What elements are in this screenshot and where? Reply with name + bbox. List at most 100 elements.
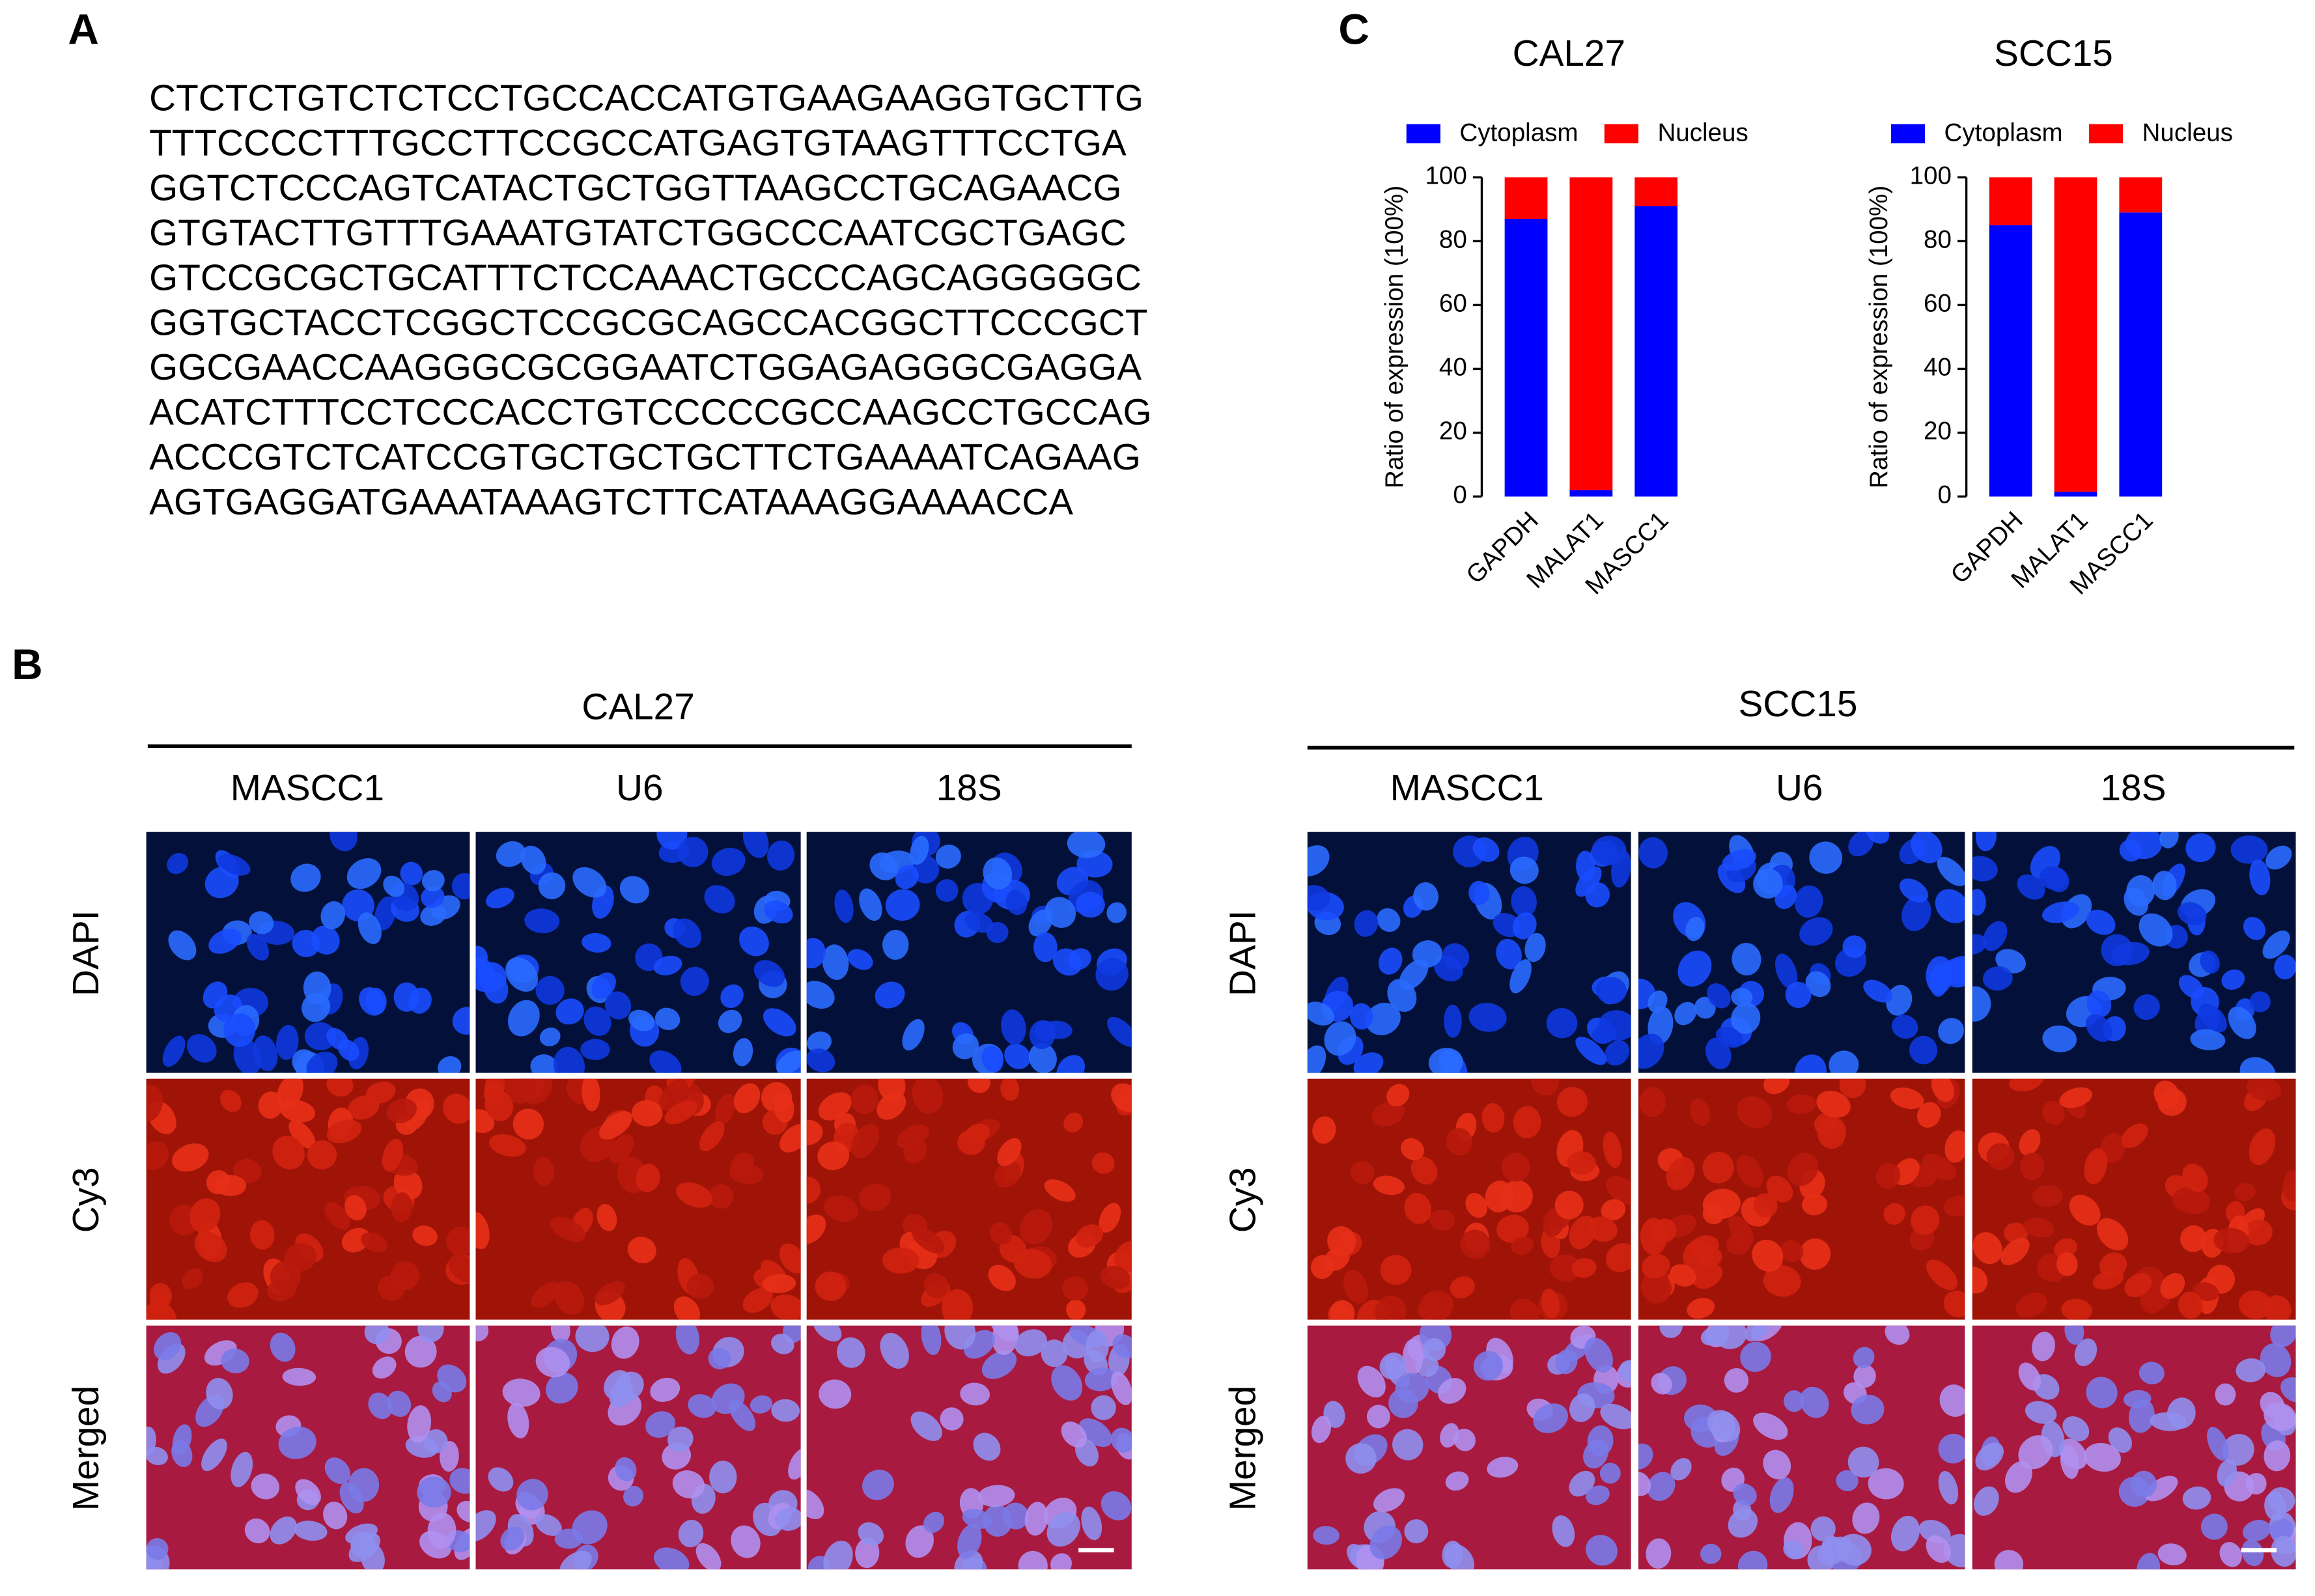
cell bbox=[1646, 1538, 1672, 1569]
cell bbox=[2239, 1057, 2276, 1073]
sequence-line: ACCCGTCTCATCCGTGCTGCTGCTTCTGAAAATCAGAAG bbox=[149, 437, 1141, 478]
group-title: SCC15 bbox=[1739, 684, 1858, 725]
cell bbox=[2200, 950, 2220, 974]
cell bbox=[2160, 1273, 2185, 1299]
cell bbox=[2128, 1399, 2155, 1433]
cell bbox=[1056, 1055, 1086, 1073]
cell bbox=[1596, 977, 1627, 1004]
cell bbox=[451, 873, 470, 900]
cell bbox=[2221, 969, 2245, 990]
sequence-line: ACATCTTTCCTCCCACCTGTCCCCCGCCAAGCCTGCCAG bbox=[149, 392, 1151, 433]
cell bbox=[324, 1201, 350, 1230]
cell bbox=[645, 1411, 676, 1438]
sequence-line: GTCCGCGCTGCATTTCTCCAAACTGCCCAGCAGGGGGC bbox=[149, 257, 1142, 298]
cell bbox=[1575, 1037, 1606, 1065]
cell bbox=[1468, 880, 1490, 905]
cell bbox=[1422, 1337, 1446, 1362]
cell bbox=[249, 911, 274, 934]
cell bbox=[1353, 1052, 1384, 1073]
cell bbox=[729, 1400, 756, 1431]
cell bbox=[1769, 1477, 1794, 1513]
cell bbox=[1586, 1216, 1618, 1242]
cell bbox=[150, 1294, 169, 1317]
cell bbox=[1552, 1515, 1575, 1547]
cell bbox=[1041, 1339, 1068, 1367]
cell bbox=[390, 1261, 419, 1291]
cell bbox=[1783, 1540, 1804, 1560]
cell bbox=[1972, 986, 1991, 1022]
cell bbox=[1975, 1442, 2004, 1471]
cell bbox=[438, 1056, 462, 1073]
cell bbox=[1651, 1218, 1677, 1243]
cell bbox=[1575, 866, 1602, 897]
y-tick-label: 80 bbox=[1439, 226, 1467, 254]
cell bbox=[2242, 1520, 2271, 1542]
cell bbox=[1659, 1325, 1683, 1338]
cell bbox=[1643, 1274, 1672, 1304]
cell bbox=[1307, 845, 1330, 876]
cell bbox=[2249, 1128, 2276, 1166]
cell bbox=[1982, 966, 2013, 991]
cell bbox=[2154, 1080, 2180, 1109]
cell bbox=[1705, 1037, 1732, 1069]
cell bbox=[733, 1083, 761, 1113]
cell bbox=[1312, 1116, 1336, 1144]
cell bbox=[1366, 1405, 1390, 1429]
cell bbox=[2032, 1332, 2055, 1362]
cell bbox=[421, 886, 445, 908]
cell bbox=[288, 1120, 316, 1149]
cell bbox=[2009, 1078, 2044, 1092]
cell bbox=[404, 1336, 437, 1368]
cell bbox=[344, 1195, 367, 1221]
cell bbox=[2222, 1434, 2254, 1466]
cell bbox=[217, 854, 251, 876]
cell bbox=[960, 1382, 990, 1406]
cell bbox=[507, 1000, 540, 1037]
cell bbox=[326, 1078, 354, 1097]
cell bbox=[1075, 1224, 1104, 1248]
cell bbox=[233, 1038, 262, 1073]
cell bbox=[1794, 1054, 1827, 1073]
cell bbox=[847, 949, 873, 970]
cell bbox=[1732, 942, 1761, 975]
cell bbox=[1899, 878, 1929, 903]
cell bbox=[1606, 1243, 1631, 1272]
cell bbox=[1380, 1255, 1412, 1285]
cell bbox=[788, 1448, 801, 1480]
cell bbox=[2280, 1377, 2296, 1403]
cell bbox=[742, 1287, 773, 1313]
cell bbox=[358, 912, 382, 944]
cell bbox=[940, 1407, 964, 1431]
cell bbox=[708, 1347, 731, 1369]
cell bbox=[813, 1325, 842, 1342]
cell bbox=[1799, 1238, 1831, 1270]
cell bbox=[1944, 1195, 1965, 1217]
y-tick-label: 80 bbox=[1924, 226, 1952, 254]
cell bbox=[2126, 832, 2163, 860]
cell bbox=[2101, 934, 2133, 966]
sequence-line: GGTCTCCCAGTCATACTGCTGGTTAAGCCTGCAGAACG bbox=[149, 167, 1121, 208]
cell bbox=[997, 1138, 1022, 1166]
cell bbox=[1805, 971, 1831, 998]
cell bbox=[1669, 1264, 1696, 1287]
micrograph bbox=[1307, 1078, 1631, 1320]
cell bbox=[350, 1532, 376, 1558]
cell bbox=[1004, 1043, 1031, 1069]
cell bbox=[783, 1325, 801, 1343]
cell bbox=[2099, 1252, 2127, 1278]
cell bbox=[1700, 1543, 1722, 1564]
cell bbox=[944, 1325, 976, 1350]
row-label: Merged bbox=[66, 1386, 107, 1511]
cell bbox=[505, 957, 539, 992]
cell bbox=[359, 987, 385, 1016]
cell bbox=[1509, 1298, 1540, 1320]
cell bbox=[446, 1226, 470, 1256]
cell bbox=[267, 1279, 296, 1302]
cell bbox=[1001, 1009, 1026, 1045]
chart-title: SCC15 bbox=[1994, 33, 2113, 74]
y-axis-label: Ratio of expression (100%) bbox=[1865, 186, 1893, 488]
cell bbox=[1937, 856, 1965, 886]
cell bbox=[1935, 889, 1965, 923]
cell bbox=[774, 1092, 794, 1123]
cell bbox=[1546, 1008, 1578, 1039]
